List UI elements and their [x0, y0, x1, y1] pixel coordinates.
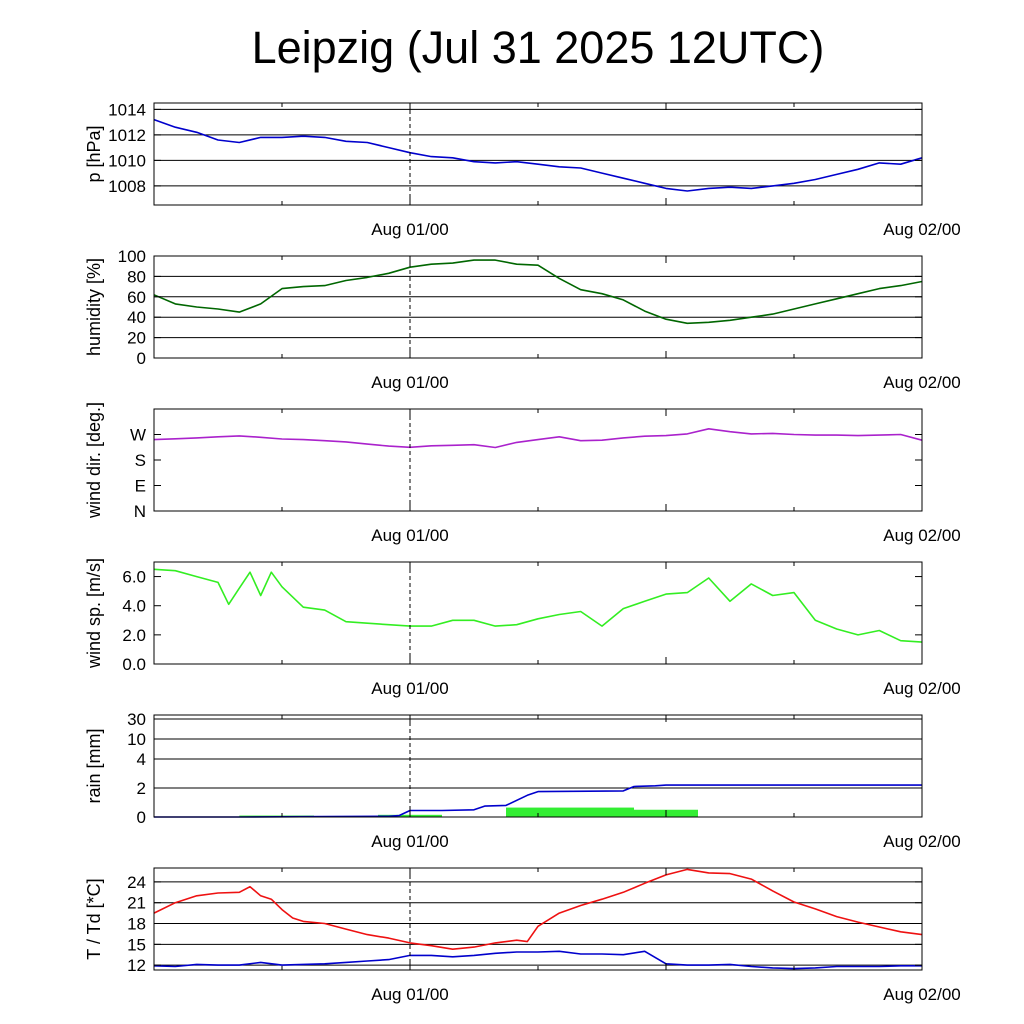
- x-tick-label: Aug 02/00: [883, 526, 961, 545]
- y-tick-label: 4.0: [122, 597, 146, 616]
- x-tick-label: Aug 01/00: [371, 832, 449, 851]
- y-axis-label: humidity [%]: [84, 258, 104, 356]
- y-tick-label: 100: [118, 247, 146, 266]
- y-tick-label: N: [134, 502, 146, 521]
- y-tick-label: 40: [127, 308, 146, 327]
- y-axis-label: rain [mm]: [84, 728, 104, 803]
- x-tick-label: Aug 01/00: [371, 526, 449, 545]
- y-tick-label: 15: [127, 935, 146, 954]
- x-tick-label: Aug 01/00: [371, 985, 449, 1004]
- y-tick-label: E: [135, 477, 146, 496]
- y-tick-label: 12: [127, 956, 146, 975]
- x-tick-label: Aug 02/00: [883, 985, 961, 1004]
- plot-frame: [153, 714, 923, 818]
- y-tick-label: 1008: [108, 177, 146, 196]
- y-tick-label: 30: [127, 710, 146, 729]
- y-tick-label: S: [135, 451, 146, 470]
- y-tick-label: 1010: [108, 151, 146, 170]
- y-tick-label: 0: [137, 808, 146, 827]
- y-tick-label: 4: [137, 750, 146, 769]
- y-tick-label: W: [130, 426, 146, 445]
- y-axis-label: T / Td [*C]: [84, 878, 104, 959]
- x-tick-label: Aug 02/00: [883, 220, 961, 239]
- y-tick-label: 0.0: [122, 655, 146, 674]
- panel-wind-speed: 0.0 2.0 4.0 6.0 wind sp. [m/s] Aug 01/00 Aug 0…: [84, 558, 961, 698]
- series-line: [153, 118, 923, 192]
- series-line: [153, 427, 923, 449]
- series-line: [154, 784, 922, 818]
- plot-frame: [153, 255, 923, 359]
- y-tick-label: 1012: [108, 126, 146, 145]
- y-tick-label: 80: [127, 267, 146, 286]
- series-line: [153, 259, 923, 325]
- y-tick-label: 6.0: [122, 568, 146, 587]
- y-axis-label: p [hPa]: [84, 125, 104, 182]
- plot-frame: [153, 408, 923, 512]
- series-line: [153, 568, 923, 643]
- y-tick-label: 2.0: [122, 626, 146, 645]
- y-tick-label: 20: [127, 329, 146, 348]
- plot-frame: [153, 867, 923, 971]
- y-tick-label: 0: [137, 349, 146, 368]
- x-tick-label: Aug 01/00: [371, 679, 449, 698]
- y-axis-label: wind dir. [deg.]: [84, 402, 104, 519]
- y-tick-label: 24: [127, 873, 146, 892]
- y-tick-label: 18: [127, 915, 146, 934]
- y-tick-label: 21: [127, 894, 146, 913]
- x-tick-label: Aug 01/00: [371, 373, 449, 392]
- chart-title: Leipzig (Jul 31 2025 12UTC): [251, 22, 825, 73]
- y-tick-label: 1014: [108, 100, 146, 119]
- y-tick-label: 60: [127, 288, 146, 307]
- rain-bar: [506, 807, 634, 817]
- x-tick-label: Aug 01/00: [371, 220, 449, 239]
- x-tick-label: Aug 02/00: [883, 679, 961, 698]
- x-tick-label: Aug 02/00: [883, 373, 961, 392]
- y-tick-label: 10: [127, 730, 146, 749]
- series-line: [153, 868, 923, 951]
- x-tick-label: Aug 02/00: [883, 832, 961, 851]
- y-axis-label: wind sp. [m/s]: [84, 558, 104, 669]
- y-tick-label: 2: [137, 779, 146, 798]
- plot-frame: [153, 102, 923, 206]
